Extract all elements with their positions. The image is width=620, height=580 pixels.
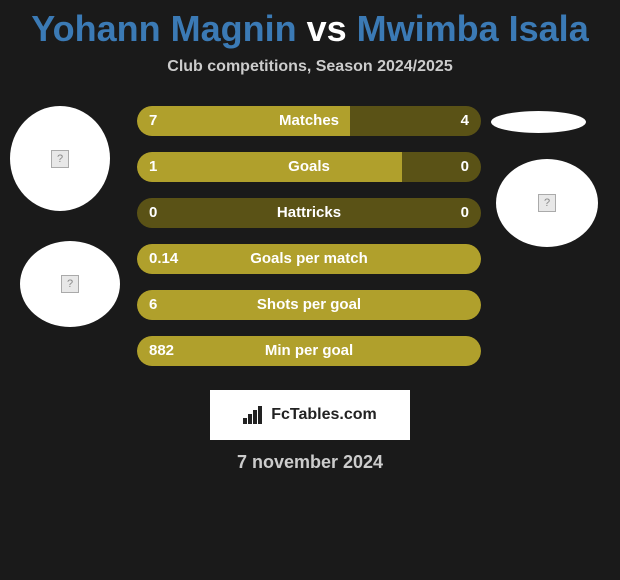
stat-label: Matches	[137, 106, 481, 136]
player2-name: Mwimba Isala	[357, 8, 589, 49]
vs-text: vs	[297, 8, 357, 49]
comparison-title: Yohann Magnin vs Mwimba Isala	[0, 0, 620, 50]
placeholder-icon: ?	[51, 150, 69, 168]
stat-bar-row: 7Matches4	[137, 106, 481, 136]
stat-label: Shots per goal	[137, 290, 481, 320]
stat-bar-row: 1Goals0	[137, 152, 481, 182]
stat-label: Hattricks	[137, 198, 481, 228]
stat-bar-row: 6Shots per goal	[137, 290, 481, 320]
comparison-content: ? ? ? 7Matches41Goals00Hattricks00.14Goa…	[0, 106, 620, 406]
stat-right-value: 4	[461, 106, 469, 136]
subtitle: Club competitions, Season 2024/2025	[0, 58, 620, 76]
stat-bar-row: 0.14Goals per match	[137, 244, 481, 274]
brand-icon	[243, 406, 265, 424]
stat-right-value: 0	[461, 198, 469, 228]
brand-text: FcTables.com	[271, 406, 377, 424]
placeholder-icon: ?	[61, 275, 79, 293]
stat-bars: 7Matches41Goals00Hattricks00.14Goals per…	[137, 106, 481, 382]
brand-badge: FcTables.com	[210, 390, 410, 440]
stat-label: Goals per match	[137, 244, 481, 274]
player1-club-avatar: ?	[10, 106, 110, 211]
date-text: 7 november 2024	[0, 452, 620, 473]
stat-right-value: 0	[461, 152, 469, 182]
player1-name: Yohann Magnin	[31, 8, 296, 49]
stat-label: Goals	[137, 152, 481, 182]
player2-club-logo	[491, 111, 586, 133]
stat-bar-row: 882Min per goal	[137, 336, 481, 366]
placeholder-icon: ?	[538, 194, 556, 212]
player2-avatar: ?	[496, 159, 598, 247]
stat-label: Min per goal	[137, 336, 481, 366]
stat-bar-row: 0Hattricks0	[137, 198, 481, 228]
player1-avatar: ?	[20, 241, 120, 327]
